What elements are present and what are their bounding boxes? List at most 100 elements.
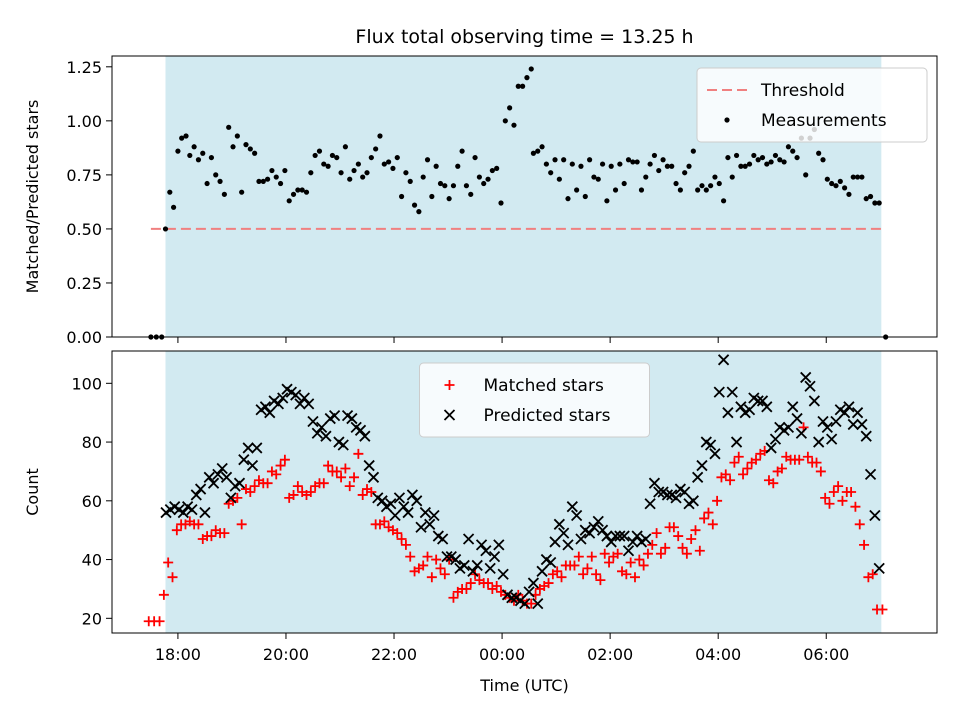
x-tick-label: 18:00 — [155, 645, 201, 664]
data-point — [833, 481, 844, 492]
data-point — [622, 545, 635, 557]
data-point — [354, 424, 367, 436]
data-point — [318, 478, 329, 489]
data-point — [448, 592, 459, 603]
data-point — [673, 531, 684, 542]
data-point — [867, 569, 878, 580]
data-point — [817, 415, 829, 428]
data-point — [340, 463, 351, 474]
data-point — [640, 533, 652, 545]
y-axis-label: Count — [23, 468, 42, 516]
data-point — [277, 392, 289, 404]
data-point — [604, 198, 610, 204]
y-tick-label: 20 — [82, 609, 102, 628]
data-point — [213, 172, 219, 178]
data-point — [441, 550, 453, 563]
data-point — [854, 174, 861, 180]
data-point — [347, 176, 353, 182]
data-point — [526, 598, 537, 609]
data-point — [282, 167, 288, 174]
data-point — [219, 528, 230, 539]
x-tick-label: 20:00 — [263, 645, 309, 664]
legend: Matched stars Predicted stars — [419, 362, 650, 438]
data-point — [256, 178, 262, 184]
data-point — [461, 583, 472, 594]
data-point — [742, 163, 748, 169]
data-point — [320, 430, 332, 442]
data-point — [353, 448, 364, 459]
data-point — [325, 163, 331, 169]
data-point — [465, 578, 476, 589]
data-point — [664, 163, 671, 169]
data-point — [275, 460, 286, 471]
data-point — [863, 196, 869, 202]
data-point — [528, 66, 534, 72]
data-point — [177, 506, 189, 519]
data-point — [669, 163, 675, 169]
data-point — [651, 152, 658, 159]
data-point — [833, 183, 839, 189]
data-point — [596, 524, 609, 536]
data-point — [761, 401, 773, 413]
data-point — [273, 174, 279, 180]
data-point — [578, 569, 589, 580]
data-point — [651, 528, 662, 539]
data-point — [730, 436, 743, 448]
y-tick-label: 1.00 — [66, 112, 102, 131]
data-point — [226, 124, 232, 130]
y-axis-label: Matched/Predicted stars — [23, 100, 42, 294]
y-tick-label: 0.25 — [66, 274, 102, 293]
data-point — [212, 468, 224, 481]
data-point — [673, 180, 679, 187]
data-point — [759, 154, 766, 161]
data-point — [379, 516, 390, 527]
data-point — [824, 498, 835, 509]
data-point — [864, 468, 877, 481]
data-point — [725, 475, 736, 486]
data-point — [190, 489, 202, 501]
data-point — [612, 548, 623, 559]
data-point — [439, 569, 450, 580]
data-point — [238, 454, 250, 466]
data-point — [578, 163, 584, 169]
data-point — [207, 477, 220, 489]
data-point — [419, 506, 431, 519]
data-point — [292, 481, 303, 492]
data-point — [519, 597, 531, 610]
data-point — [609, 530, 622, 542]
data-point — [366, 487, 377, 497]
data-point — [846, 487, 857, 497]
data-point — [548, 170, 554, 176]
data-point — [232, 492, 243, 503]
data-point — [643, 174, 649, 180]
data-point — [738, 469, 749, 480]
data-point — [422, 551, 433, 562]
data-point — [677, 187, 683, 193]
data-point — [743, 404, 756, 416]
data-point — [561, 157, 567, 163]
data-point — [726, 386, 738, 398]
data-point — [247, 146, 253, 152]
data-point — [756, 395, 769, 407]
data-point — [305, 487, 316, 497]
data-point — [389, 509, 401, 522]
data-point — [837, 495, 848, 506]
data-point — [790, 148, 796, 154]
data-point — [523, 586, 535, 598]
data-point — [670, 492, 682, 504]
data-point — [605, 536, 617, 548]
data-point — [720, 198, 727, 204]
data-point — [171, 525, 182, 536]
data-point — [271, 469, 282, 480]
data-point — [162, 226, 169, 232]
data-point — [400, 539, 411, 550]
data-point — [377, 133, 383, 139]
data-point — [742, 463, 753, 474]
data-point — [264, 407, 276, 419]
data-point — [475, 539, 488, 551]
data-point — [167, 572, 178, 583]
data-point — [729, 457, 740, 468]
data-point — [536, 565, 548, 577]
data-point — [765, 442, 777, 454]
data-point — [497, 568, 509, 580]
